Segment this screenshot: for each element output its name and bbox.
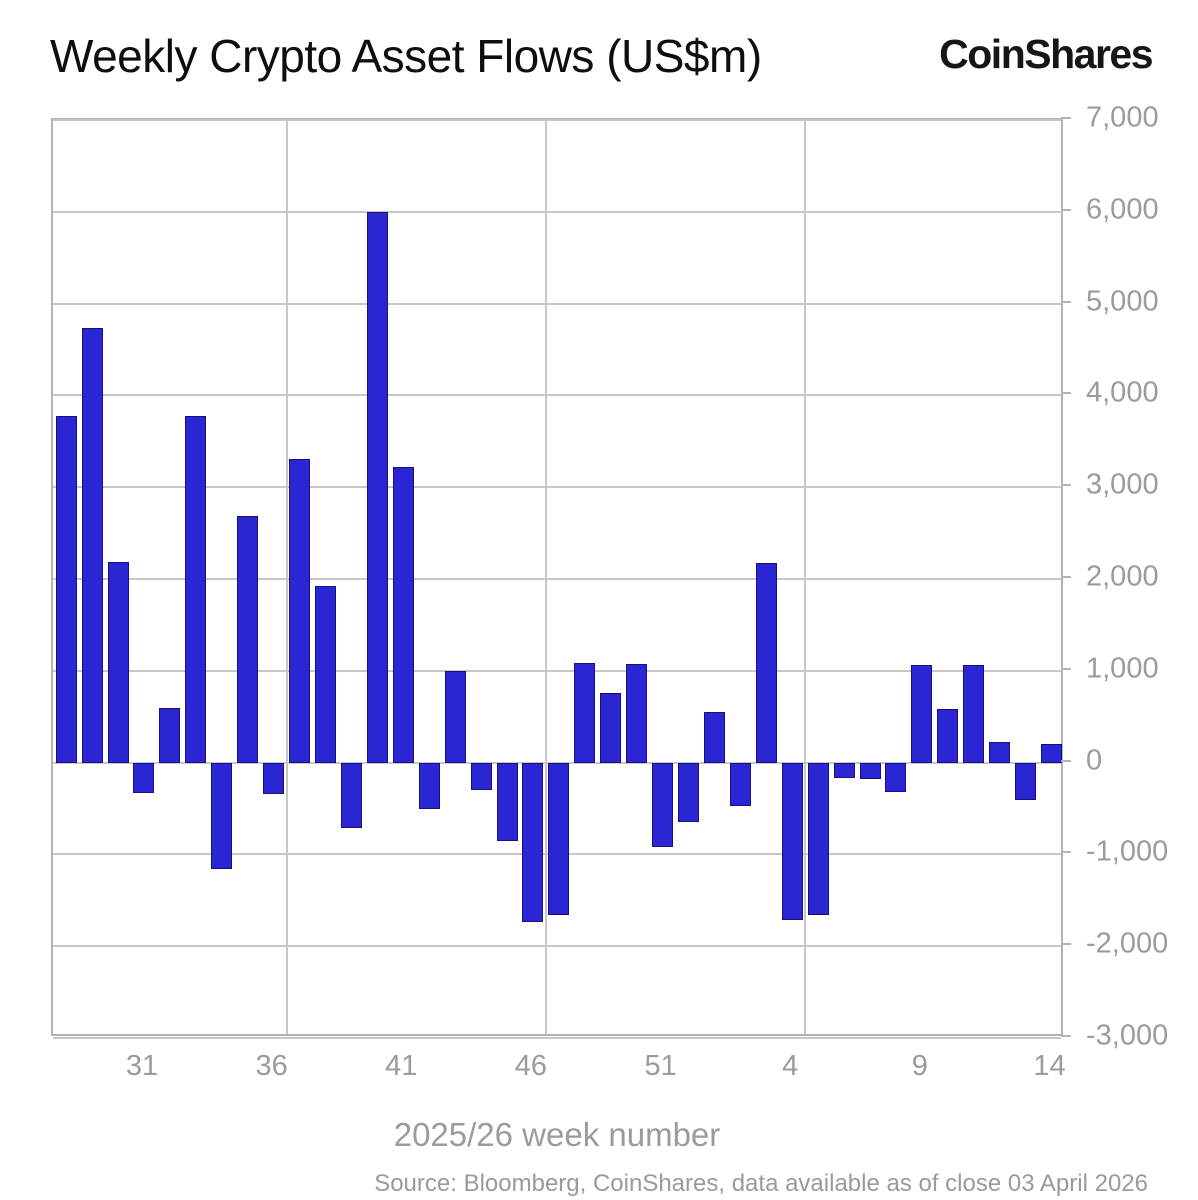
y-tick-label: -1,000 bbox=[1086, 835, 1169, 868]
bar-week-50 bbox=[626, 664, 648, 763]
y-tick-label: 4,000 bbox=[1086, 376, 1159, 409]
y-tick-label: 6,000 bbox=[1086, 193, 1159, 226]
y-tick-mark bbox=[1061, 392, 1071, 395]
bar-week-42 bbox=[418, 762, 440, 810]
source-attribution: Source: Bloomberg, CoinShares, data avai… bbox=[374, 1170, 1148, 1197]
y-tick-mark bbox=[1061, 759, 1071, 762]
y-tick-label: 5,000 bbox=[1086, 285, 1159, 318]
bar-week-32 bbox=[159, 708, 181, 763]
y-tick-mark bbox=[1061, 851, 1071, 854]
bar-week-1 bbox=[703, 712, 725, 763]
gridline-y-2,000 bbox=[53, 578, 1061, 580]
gridline-x bbox=[804, 120, 807, 1034]
bar-week-9 bbox=[911, 665, 933, 763]
bar-week-13 bbox=[1015, 762, 1037, 801]
gridline-y-7,000 bbox=[53, 119, 1061, 121]
y-tick-mark bbox=[1061, 1035, 1071, 1037]
gridline-y-5,000 bbox=[53, 302, 1061, 305]
bar-week-29 bbox=[81, 328, 103, 763]
bar-week-47 bbox=[548, 762, 570, 915]
bar-week-12 bbox=[989, 742, 1011, 763]
bar-week-34 bbox=[211, 762, 233, 870]
bar-week-39 bbox=[340, 762, 362, 828]
bar-week-52 bbox=[678, 762, 700, 823]
bar-week-41 bbox=[392, 467, 414, 763]
bar-week-45 bbox=[496, 762, 518, 841]
gridline-y-6,000 bbox=[53, 210, 1061, 213]
plot-area bbox=[51, 118, 1063, 1039]
bar-week-3 bbox=[755, 563, 777, 763]
bar-week-43 bbox=[444, 670, 466, 763]
coinshares-logo: CoinShares bbox=[939, 31, 1153, 77]
bar-week-38 bbox=[315, 586, 336, 763]
bar-week-37 bbox=[289, 458, 311, 763]
gridline-y--3,000 bbox=[53, 1037, 1061, 1039]
bar-week-44 bbox=[470, 762, 492, 791]
gridline-y-4,000 bbox=[53, 394, 1061, 397]
bar-week-28 bbox=[55, 415, 77, 763]
gridline-y-1,000 bbox=[53, 669, 1061, 672]
gridline-y-3,000 bbox=[53, 486, 1061, 489]
y-tick-mark bbox=[1061, 300, 1071, 303]
y-tick-mark bbox=[1061, 117, 1071, 119]
gridline-x bbox=[285, 120, 288, 1034]
bar-week-14 bbox=[1041, 744, 1063, 763]
bar-week-35 bbox=[237, 515, 259, 763]
y-tick-label: 2,000 bbox=[1086, 560, 1159, 593]
bar-week-7 bbox=[859, 762, 881, 780]
bar-week-10 bbox=[937, 709, 959, 763]
bar-week-51 bbox=[652, 762, 674, 848]
x-axis-title: 2025/26 week number bbox=[393, 1116, 721, 1153]
y-tick-label: 0 bbox=[1086, 744, 1103, 777]
bar-week-48 bbox=[574, 662, 596, 763]
bar-week-40 bbox=[366, 211, 388, 763]
gridline-y--2,000 bbox=[53, 945, 1061, 948]
y-tick-label: 3,000 bbox=[1086, 468, 1159, 501]
bar-week-2 bbox=[729, 762, 751, 806]
chart-title: Weekly Crypto Asset Flows (US$m) bbox=[50, 30, 762, 82]
x-tick-label-46: 46 bbox=[514, 1050, 548, 1082]
y-tick-mark bbox=[1061, 208, 1071, 211]
x-tick-label-14: 14 bbox=[1033, 1050, 1066, 1082]
x-tick-label-9: 9 bbox=[911, 1050, 928, 1082]
bar-week-46 bbox=[522, 762, 544, 923]
y-tick-mark bbox=[1061, 667, 1071, 670]
y-tick-mark bbox=[1061, 943, 1071, 946]
y-tick-mark bbox=[1061, 576, 1071, 578]
y-tick-label: 1,000 bbox=[1086, 652, 1159, 685]
bar-week-5 bbox=[807, 762, 829, 915]
bar-week-30 bbox=[107, 562, 129, 763]
x-tick-label-36: 36 bbox=[255, 1050, 288, 1082]
x-tick-label-51: 51 bbox=[644, 1050, 677, 1082]
bar-week-31 bbox=[133, 762, 155, 793]
bar-week-33 bbox=[185, 415, 207, 763]
bar-week-36 bbox=[263, 762, 285, 794]
y-tick-mark bbox=[1061, 484, 1071, 487]
bar-week-11 bbox=[963, 665, 985, 763]
bar-week-49 bbox=[600, 692, 622, 763]
bar-week-8 bbox=[885, 762, 907, 792]
y-tick-label: -2,000 bbox=[1086, 927, 1169, 960]
gridline-x bbox=[544, 120, 547, 1034]
x-tick-label-4: 4 bbox=[782, 1050, 799, 1082]
bar-week-4 bbox=[781, 762, 803, 920]
y-tick-label: -3,000 bbox=[1086, 1019, 1169, 1052]
y-tick-label: 7,000 bbox=[1086, 101, 1159, 134]
x-tick-label-31: 31 bbox=[125, 1050, 159, 1082]
x-tick-label-41: 41 bbox=[385, 1050, 418, 1082]
bar-week-6 bbox=[833, 762, 855, 779]
